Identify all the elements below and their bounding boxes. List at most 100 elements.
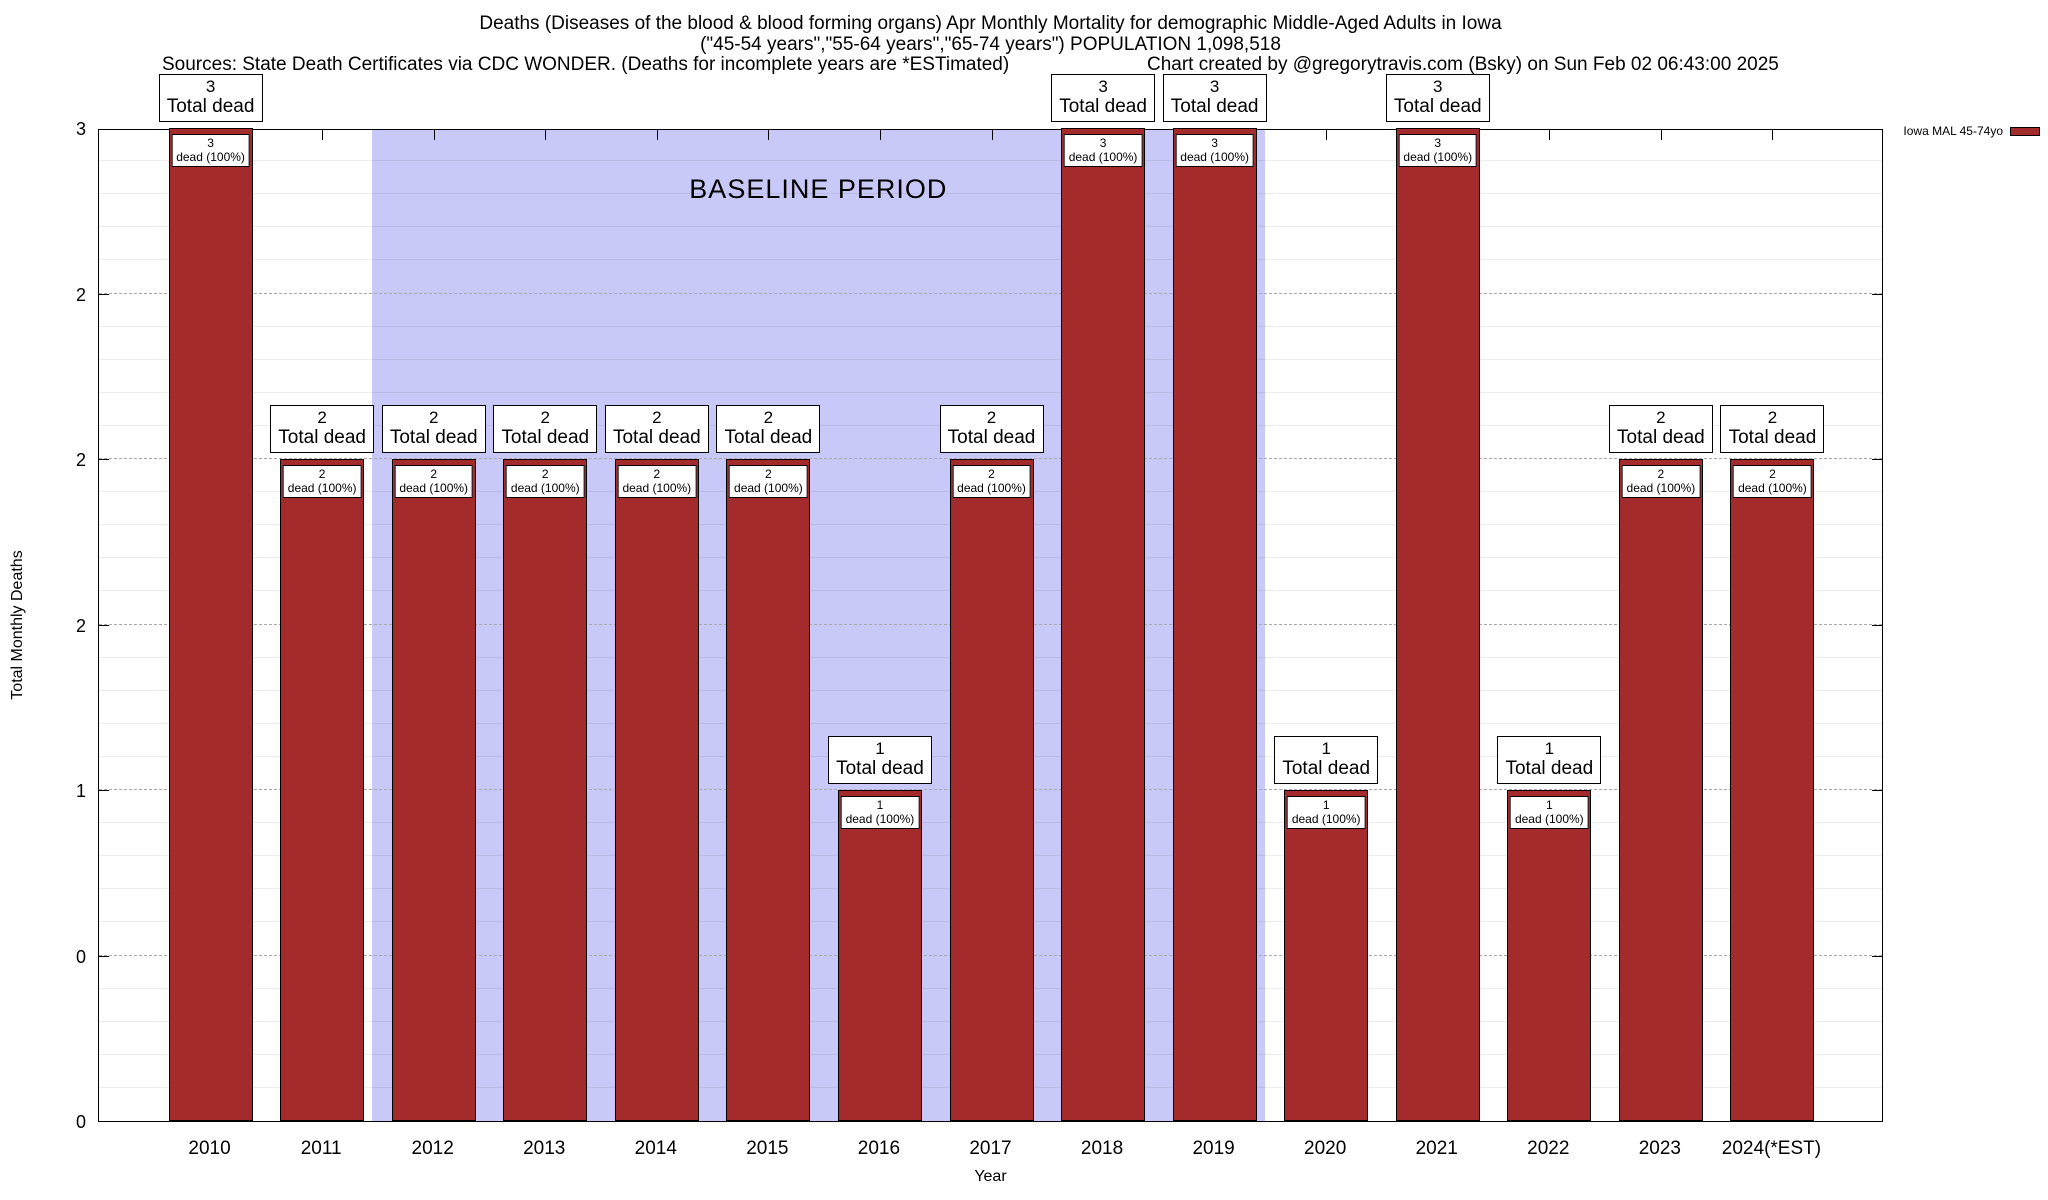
plot-area: BASELINE PERIOD 3 Total dead 3 dead (100%) 2 T… — [98, 74, 1883, 1122]
y-tick-mark — [99, 955, 109, 957]
bar-total-count: 3 — [1433, 77, 1443, 96]
bar-total-count: 1 — [1544, 739, 1555, 758]
x-tick-2020: 2020 — [1304, 1138, 1347, 1159]
bar-2017: 2 Total dead 2 dead (100%) — [939, 405, 1044, 1121]
bar-detail-text: dead (100%) — [622, 481, 692, 495]
bar-total-label: 2 Total dead — [1608, 405, 1713, 453]
bar-total-label: 3 Total dead — [158, 74, 263, 122]
bar-detail-text: dead (100%) — [957, 481, 1026, 495]
y-gridline — [99, 193, 1882, 195]
y-tick-mark — [1872, 790, 1882, 791]
bar-detail-label: 2 dead (100%) — [729, 465, 808, 498]
bar-total-text: Total dead — [724, 427, 813, 448]
x-tick-2015: 2015 — [746, 1138, 789, 1159]
bar-detail-label: 2 dead (100%) — [282, 465, 362, 498]
legend-series-label: Iowa MAL 45-74yo — [1903, 124, 2003, 138]
bar-detail-count: 2 — [653, 467, 661, 481]
bar-2016: 1 Total dead 1 dead (100%) — [827, 736, 932, 1121]
bar-total-label: 2 Total dead — [716, 405, 821, 453]
chart-subtitle: ("45-54 years","55-64 years","65-74 year… — [700, 34, 1281, 55]
y-gridline — [99, 325, 1882, 327]
bar-total-label: 2 Total dead — [270, 405, 375, 453]
bar-total-label: 2 Total dead — [381, 405, 486, 453]
y-axis-tick-label: 1 — [75, 781, 86, 801]
y-axis-tick-label: 0 — [75, 946, 86, 967]
bar-detail-text: dead (100%) — [287, 481, 357, 495]
bar-total-count: 3 — [205, 77, 216, 96]
bar-detail-count: 3 — [1211, 136, 1218, 150]
x-tick-2017: 2017 — [969, 1138, 1012, 1159]
bar-2022: 1 Total dead 1 dead (100%) — [1497, 736, 1602, 1121]
baseline-period-label: BASELINE PERIOD — [689, 174, 948, 204]
bar-total-text: Total dead — [836, 758, 924, 779]
bar-2019: 3 Total dead 3 dead (100%) — [1162, 74, 1267, 1121]
bar-total-count: 2 — [1656, 408, 1666, 427]
bar-detail-text: dead (100%) — [176, 150, 245, 164]
y-axis-tick-label: 2 — [75, 284, 86, 305]
y-tick-mark — [1872, 459, 1882, 460]
x-tick-mark — [656, 130, 658, 140]
bar-detail-text: dead (100%) — [734, 481, 803, 495]
bar-total-label: 1 Total dead — [827, 736, 932, 784]
x-tick-mark — [768, 130, 770, 140]
bar-total-label: 2 Total dead — [939, 405, 1044, 453]
chart-title: Deaths (Diseases of the blood & blood fo… — [479, 13, 1502, 34]
x-axis-title: Year — [974, 1168, 1007, 1185]
x-tick-2022: 2022 — [1527, 1138, 1570, 1159]
y-gridline — [99, 358, 1882, 360]
x-tick-mark — [1549, 130, 1551, 140]
bar-total-text: Total dead — [947, 427, 1036, 448]
y-axis-tick-label: 0 — [75, 1112, 86, 1132]
bar-detail-count: 2 — [318, 467, 326, 481]
bar-detail-label: 3 dead (100%) — [1063, 134, 1143, 167]
bar-detail-label: 2 dead (100%) — [1733, 465, 1812, 498]
bar-total-text: Total dead — [1393, 96, 1482, 117]
bar-detail-count: 2 — [430, 467, 438, 481]
y-tick-mark — [1872, 293, 1882, 295]
bar-detail-text: dead (100%) — [1738, 481, 1807, 495]
bar-total-count: 2 — [986, 408, 997, 427]
x-tick-mark — [322, 130, 324, 140]
y-gridline — [99, 292, 1882, 294]
bar-total-count: 2 — [540, 408, 550, 427]
bar-detail-count: 2 — [1657, 467, 1665, 481]
bar-total-count: 2 — [1767, 408, 1778, 427]
x-tick-mark — [1326, 130, 1328, 140]
bar-total-count: 3 — [1098, 77, 1108, 96]
bar-detail-label: 2 dead (100%) — [1621, 465, 1701, 498]
bar-detail-label: 2 dead (100%) — [952, 465, 1031, 498]
y-gridline — [99, 391, 1882, 393]
bar-2015: 2 Total dead 2 dead (100%) — [716, 405, 821, 1121]
bar-detail-label: 1 dead (100%) — [1509, 796, 1589, 829]
bar-detail-count: 1 — [876, 798, 884, 812]
bar-total-label: 1 Total dead — [1274, 736, 1379, 784]
x-tick-2021: 2021 — [1415, 1138, 1458, 1159]
bar-2010: 3 Total dead 3 dead (100%) — [158, 74, 263, 1121]
bar-2014: 2 Total dead 2 dead (100%) — [604, 405, 709, 1121]
bar-detail-label: 1 dead (100%) — [1286, 796, 1366, 829]
bar-total-count: 1 — [1321, 739, 1331, 758]
bar-total-count: 1 — [875, 739, 885, 758]
bar-total-count: 2 — [652, 408, 662, 427]
bar-detail-text: dead (100%) — [845, 812, 915, 826]
x-tick-2011: 2011 — [300, 1138, 342, 1159]
bar-total-text: Total dead — [278, 427, 366, 448]
y-gridline — [99, 226, 1882, 228]
bar-total-text: Total dead — [1059, 96, 1147, 117]
x-tick-mark — [1772, 130, 1774, 140]
y-axis-tick-label: 2 — [75, 615, 86, 636]
bar-total-text: Total dead — [1728, 427, 1817, 448]
x-tick-2019: 2019 — [1192, 1138, 1235, 1159]
bar-total-label: 3 Total dead — [1051, 74, 1156, 122]
bar-detail-count: 2 — [765, 467, 772, 481]
bar-2011: 2 Total dead 2 dead (100%) — [270, 405, 375, 1121]
bar-detail-count: 3 — [1434, 136, 1442, 150]
y-tick-mark — [99, 790, 109, 791]
x-tick-2012: 2012 — [411, 1138, 454, 1159]
x-tick-2023: 2023 — [1638, 1138, 1682, 1159]
bar-2023: 2 Total dead 2 dead (100%) — [1608, 405, 1713, 1121]
bar-2012: 2 Total dead 2 dead (100%) — [381, 405, 486, 1121]
bar-detail-count: 3 — [207, 136, 214, 150]
bar-detail-label: 2 dead (100%) — [505, 465, 585, 498]
bar-total-label: 2 Total dead — [1720, 405, 1825, 453]
